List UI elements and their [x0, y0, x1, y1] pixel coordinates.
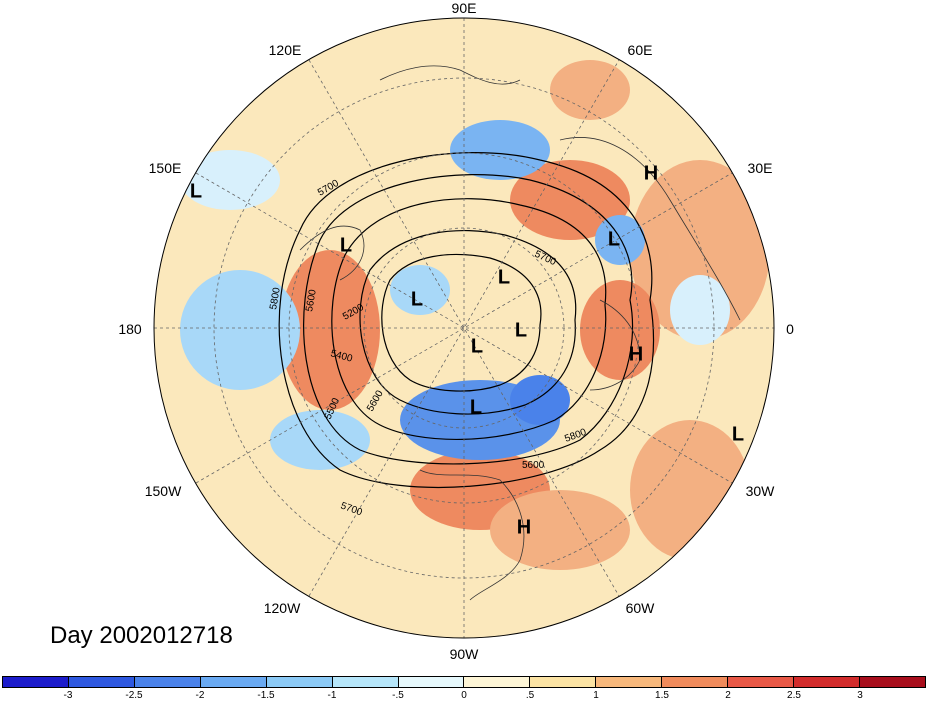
colorbar-swatch	[200, 677, 267, 687]
low-center-label: L	[410, 288, 424, 311]
colorbar-swatch	[134, 677, 201, 687]
cold-anomaly-arctic	[390, 265, 450, 315]
colorbar-tick-label: -.5	[392, 690, 404, 701]
warm-anomaly-scandinavia	[510, 160, 630, 240]
colorbar-swatch	[728, 677, 795, 687]
colorbar-swatch	[859, 677, 925, 687]
colorbar-swatch	[464, 677, 531, 687]
colorbar-swatch	[662, 677, 729, 687]
low-center-label: L	[189, 180, 203, 203]
colorbar-tick-label: .5	[525, 690, 535, 701]
cold-anomaly-siberia	[450, 120, 550, 180]
graticule	[154, 18, 774, 638]
colorbar-swatch	[794, 677, 860, 687]
warm-anomaly-bering	[280, 250, 380, 410]
colorbar-swatch	[266, 677, 333, 687]
height-contours	[278, 152, 655, 489]
colorbar-swatch	[596, 677, 663, 687]
cold-anomaly-hudson	[510, 375, 570, 425]
lon-label-30w: 30W	[745, 483, 775, 499]
polar-stereographic-map: 5700 5800 5600 5200 5400 5500 5600 5700 …	[153, 17, 775, 639]
colorbar-tick-label: -3	[63, 690, 73, 701]
contour-label: 5800	[268, 286, 283, 310]
cold-anomaly-pacific	[180, 270, 300, 390]
colorbar-swatch	[398, 677, 465, 687]
colorbar-tick-label: -2.5	[125, 690, 143, 701]
cold-anomaly-africa	[670, 275, 730, 345]
colorbar-tick-label: -2	[195, 690, 205, 701]
warm-anomaly-gulf	[490, 490, 630, 570]
lon-label-90e: 90E	[451, 0, 477, 16]
colorbar-tick-label: 0	[461, 690, 467, 701]
colorbar-tick-label: 3	[857, 690, 863, 701]
lon-label-60w: 60W	[625, 600, 655, 616]
colorbar-tick-label: 1	[593, 690, 599, 701]
lon-label-90w: 90W	[449, 646, 479, 662]
colorbar-tick-label: 2	[725, 690, 731, 701]
map-boundary	[153, 17, 775, 639]
low-center-label: L	[607, 228, 621, 251]
warm-anomaly-asia	[550, 60, 630, 120]
low-center-label: L	[497, 266, 511, 289]
lon-label-180: 180	[118, 321, 142, 337]
cold-anomaly-west	[180, 150, 280, 210]
coastlines	[299, 65, 741, 601]
low-center-label: L	[339, 234, 353, 257]
warm-anomaly-west-europe	[580, 280, 660, 380]
contour-label: 5600	[304, 288, 319, 312]
high-center-label: H	[516, 516, 532, 539]
colorbar-swatch	[530, 677, 597, 687]
colorbar-tick-label: 1.5	[655, 690, 669, 701]
lon-label-60e: 60E	[627, 42, 653, 58]
colorbar-tick-label: -1	[327, 690, 337, 701]
lon-label-120w: 120W	[263, 600, 301, 616]
lon-label-0: 0	[786, 321, 794, 337]
low-center-label: L	[731, 423, 745, 446]
map-title: Day 2002012718	[50, 622, 233, 649]
colorbar-tick-label: 2.5	[787, 690, 801, 701]
cold-anomaly-north-pacific	[270, 410, 370, 470]
low-center-label: L	[514, 319, 528, 342]
low-center-label: L	[470, 335, 484, 358]
colorbar-swatch	[68, 677, 135, 687]
lon-label-30e: 30E	[747, 160, 773, 176]
colorbar-swatch	[332, 677, 399, 687]
colorbar	[2, 676, 926, 688]
high-center-label: H	[628, 343, 644, 366]
high-center-label: H	[643, 162, 659, 185]
lon-label-150w: 150W	[144, 483, 182, 499]
low-center-label: L	[469, 396, 483, 419]
lon-label-120e: 120E	[268, 42, 302, 58]
colorbar-swatch	[3, 677, 69, 687]
colorbar-tick-label: -1.5	[257, 690, 275, 701]
contour-label: 5600	[522, 460, 545, 471]
lon-label-150e: 150E	[148, 160, 182, 176]
